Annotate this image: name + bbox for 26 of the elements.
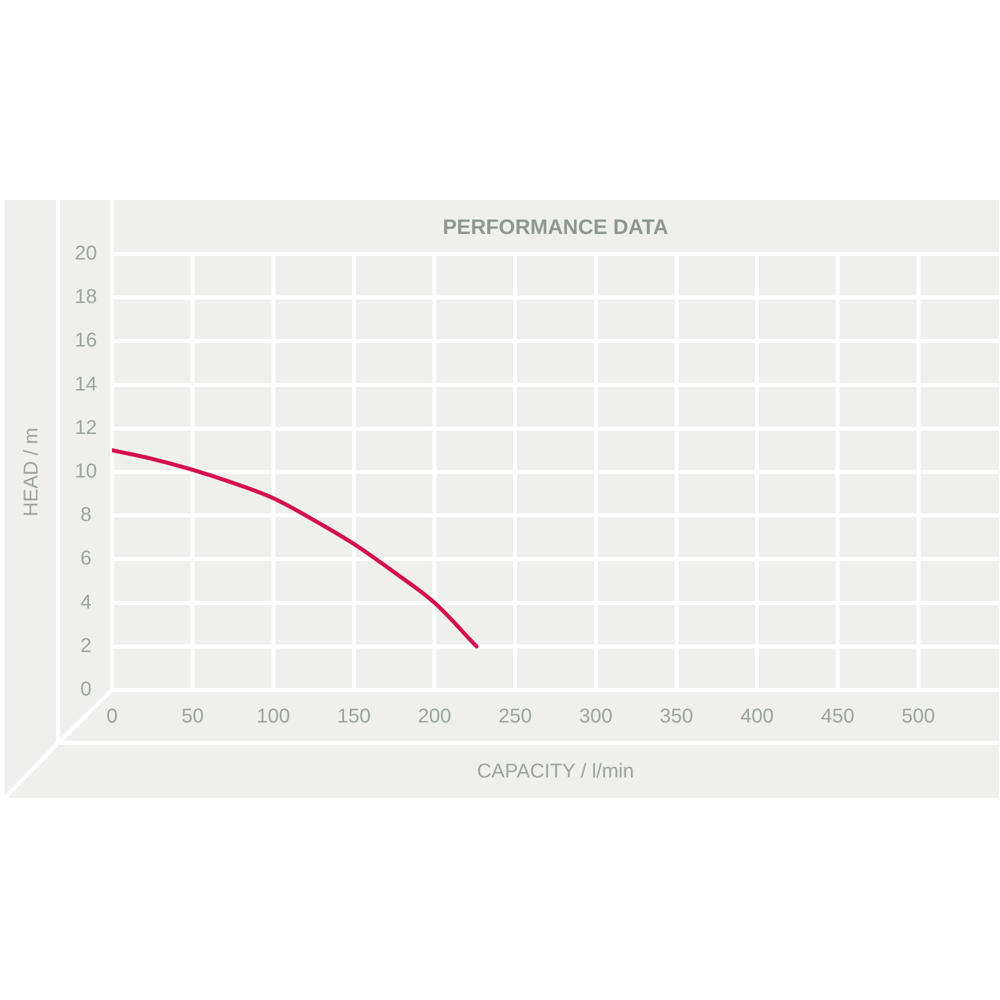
y-tick-label: 10 bbox=[74, 460, 97, 483]
x-tick-label: 300 bbox=[579, 706, 613, 728]
y-tick-label: 18 bbox=[74, 286, 97, 308]
x-tick-label: 100 bbox=[256, 706, 290, 728]
y-tick-label: 4 bbox=[80, 591, 92, 614]
y-tick-label: 2 bbox=[80, 634, 92, 657]
y-tick-label: 20 bbox=[74, 242, 97, 265]
x-tick-label: 200 bbox=[418, 706, 452, 728]
chart-title: PERFORMANCE DATA bbox=[442, 216, 668, 239]
y-tick-label: 8 bbox=[80, 504, 92, 526]
x-tick-label: 500 bbox=[902, 706, 936, 728]
x-tick-label: 150 bbox=[337, 706, 371, 728]
y-axis-title: HEAD / m bbox=[20, 428, 43, 516]
x-axis-title: CAPACITY / l/min bbox=[476, 760, 634, 783]
x-tick-label: 350 bbox=[660, 706, 694, 728]
x-tick-label: 400 bbox=[740, 706, 774, 728]
y-tick-label: 12 bbox=[74, 416, 97, 439]
y-tick-label: 0 bbox=[80, 678, 92, 701]
x-tick-label: 450 bbox=[821, 706, 854, 728]
x-tick-label: 50 bbox=[182, 706, 204, 728]
y-tick-label: 16 bbox=[74, 330, 97, 352]
x-tick-label: 0 bbox=[106, 706, 118, 728]
line-series bbox=[112, 448, 478, 648]
x-tick-label: 250 bbox=[498, 706, 532, 728]
y-tick-label: 14 bbox=[74, 373, 97, 396]
y-tick-label: 6 bbox=[80, 548, 92, 570]
